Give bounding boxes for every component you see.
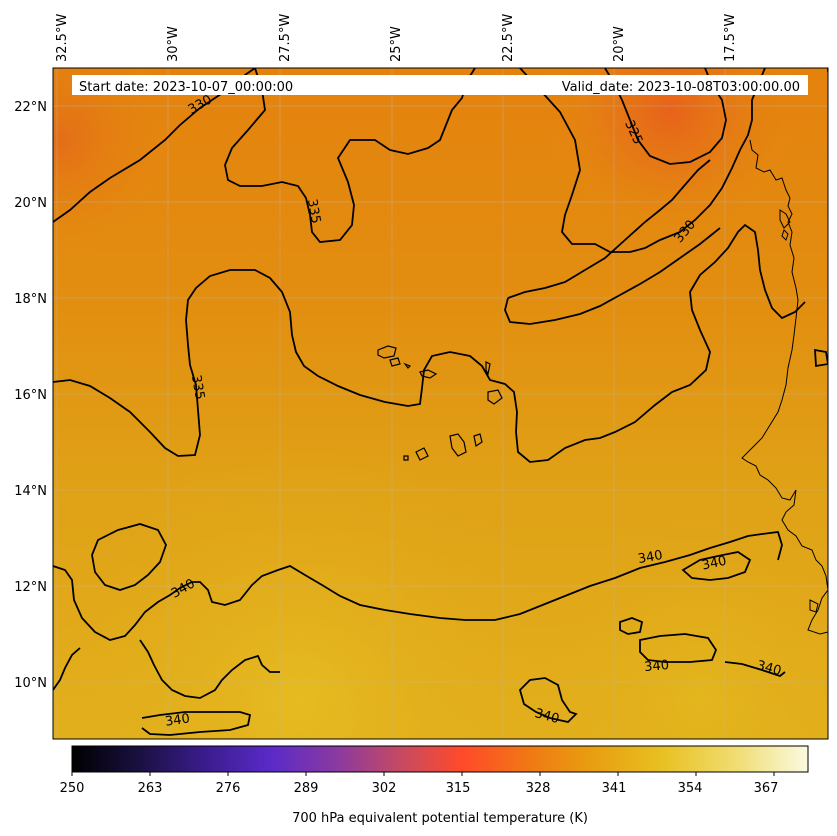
colorbar: 250 263 276 289 302 315 328 341 354 367 … [60,745,809,826]
lon-label: 32.5°W [55,14,70,62]
contour-label: 335 [188,374,207,401]
colorbar-tick-label: 354 [678,781,703,796]
contour-label: 340 [637,548,664,567]
contour-label: 340 [644,658,670,675]
lon-label: 27.5°W [278,14,293,62]
colorbar-tick-label: 341 [602,781,627,796]
lon-label: 17.5°W [723,14,738,62]
lat-label: 20°N [14,196,47,211]
colorbar-label: 700 hPa equivalent potential temperature… [292,811,588,826]
map-frame [52,67,829,740]
valid-date: Valid_date: 2023-10-08T03:00:00.00 [562,80,800,95]
lon-label: 22.5°W [501,14,516,62]
cape-verde-islands [377,345,503,461]
colorbar-tick-label: 250 [60,781,85,796]
lat-label: 22°N [14,100,47,115]
longitude-labels: 32.5°W 30°W 27.5°W 25°W 22.5°W 20°W 17.5… [55,14,738,62]
lat-label: 16°N [14,388,47,403]
contour-label: 340 [533,706,561,727]
lat-label: 14°N [14,484,47,499]
contour-labels: 330 325 330 335 335 340 340 340 340 340 … [164,92,783,729]
lat-label: 18°N [14,292,47,307]
temperature-field [53,68,828,739]
gridlines [53,68,828,739]
lat-label: 12°N [14,580,47,595]
colorbar-tick-label: 263 [138,781,163,796]
contour-label: 340 [701,554,728,574]
coastline [741,139,828,635]
latitude-labels: 22°N 20°N 18°N 16°N 14°N 12°N 10°N [14,100,47,691]
contour-label: 340 [755,658,783,679]
lon-label: 25°W [389,26,404,62]
contour-label: 335 [304,198,323,225]
colorbar-tick-label: 315 [446,781,471,796]
colorbar-tick-label: 367 [754,781,779,796]
colorbar-tick-label: 328 [526,781,551,796]
colorbar-ticks [71,772,775,776]
lon-label: 30°W [166,26,181,62]
colorbar-tick-label: 276 [216,781,241,796]
lon-label: 20°W [612,26,627,62]
colorbar-tick-label: 289 [294,781,319,796]
start-date: Start date: 2023-10-07_00:00:00 [79,80,293,95]
header-box [72,75,808,95]
colorbar-ramp [71,745,809,773]
contour-label: 340 [164,711,191,729]
lat-label: 10°N [14,676,47,691]
colorbar-tick-label: 302 [372,781,397,796]
